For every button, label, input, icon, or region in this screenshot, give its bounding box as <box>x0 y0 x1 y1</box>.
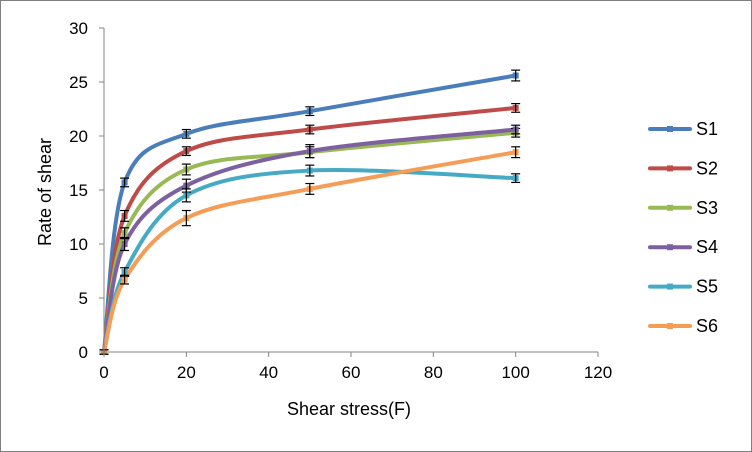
legend-item-s5: S5 <box>648 277 718 297</box>
data-point-s6 <box>305 182 315 195</box>
plot-area <box>99 69 521 355</box>
legend-item-s1: S1 <box>648 119 718 139</box>
legend-label: S6 <box>696 316 718 336</box>
y-tick-label: 15 <box>69 181 88 200</box>
y-tick-label: 25 <box>69 73 88 92</box>
legend: S1 S2 S3 S4 S5 S6 <box>648 119 718 336</box>
x-tick-label: 60 <box>342 363 361 382</box>
series-line-s1 <box>102 73 518 354</box>
data-point-s1 <box>120 177 130 188</box>
y-tick-label: 5 <box>79 289 88 308</box>
y-tick-label: 20 <box>69 127 88 146</box>
data-point-s3 <box>181 163 191 176</box>
data-point-s4 <box>305 144 315 159</box>
y-axis-title: Rate of shear <box>35 138 55 246</box>
data-point-s1 <box>305 106 315 117</box>
x-tick-label: 100 <box>501 363 529 382</box>
data-point-s6 <box>181 209 191 227</box>
data-point-s2 <box>305 124 315 135</box>
x-tick-label: 120 <box>584 363 612 382</box>
legend-item-s4: S4 <box>648 237 718 257</box>
x-tick-label: 40 <box>259 363 278 382</box>
x-tick-label: 0 <box>99 363 108 382</box>
data-point-s6 <box>511 146 521 159</box>
legend-label: S2 <box>696 158 718 178</box>
data-point-s4 <box>511 124 521 135</box>
x-tick-label: 80 <box>424 363 443 382</box>
data-point-s1 <box>181 128 191 139</box>
y-tick-label: 0 <box>79 343 88 362</box>
series-line-s4 <box>102 127 518 354</box>
x-axis-title: Shear stress(F) <box>287 399 411 419</box>
data-point-s2 <box>181 146 191 157</box>
legend-label: S3 <box>696 198 718 218</box>
data-point-s2 <box>511 102 521 113</box>
y-tick-label: 10 <box>69 235 88 254</box>
data-point-s1 <box>511 69 521 82</box>
legend-label: S4 <box>696 237 718 257</box>
legend-label: S5 <box>696 277 718 297</box>
legend-item-s3: S3 <box>648 198 718 218</box>
data-point-s5 <box>181 188 191 203</box>
x-tick-label: 20 <box>177 363 196 382</box>
data-point-s4 <box>120 236 130 252</box>
ticks: 0 20 40 60 80 100 120 0 5 10 15 20 25 30 <box>69 19 612 382</box>
data-point-s6 <box>120 274 130 285</box>
data-point-s2 <box>120 209 130 222</box>
legend-label: S1 <box>696 119 718 139</box>
series-line-s2 <box>102 105 518 354</box>
series-line-s6 <box>102 150 518 354</box>
legend-item-s2: S2 <box>648 158 718 178</box>
y-tick-label: 30 <box>69 19 88 38</box>
data-point-s5 <box>511 173 521 184</box>
data-point-s3 <box>120 227 130 240</box>
legend-item-s6: S6 <box>648 316 718 336</box>
data-point-s5 <box>305 164 315 177</box>
